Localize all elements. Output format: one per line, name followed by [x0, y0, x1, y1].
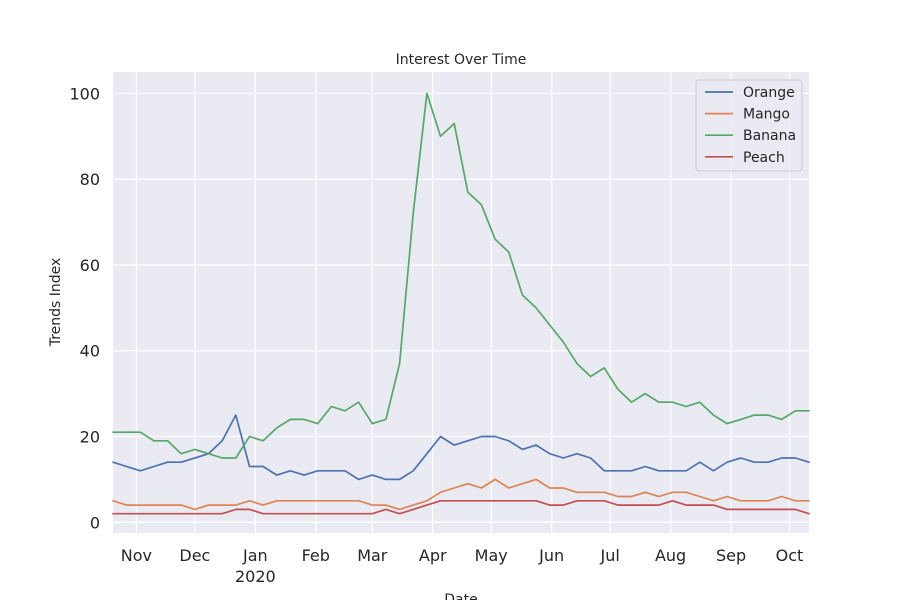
- series-line-orange: [112, 414, 810, 481]
- y-axis-label: Trends Index: [48, 258, 64, 348]
- series-line-peach: [112, 499, 810, 515]
- legend-label: Banana: [743, 128, 796, 144]
- x-tick-label: Oct: [776, 546, 804, 565]
- x-tick-sublabel: 2020: [235, 567, 276, 586]
- chart-title: Interest Over Time: [396, 52, 527, 68]
- x-tick-label: Apr: [419, 546, 447, 565]
- y-tick-label: 60: [80, 256, 100, 275]
- x-axis-label: Date: [444, 592, 477, 600]
- x-tick-label: Jun: [538, 546, 564, 565]
- series-line-mango: [112, 478, 810, 511]
- y-tick-label: 80: [80, 170, 100, 189]
- gridlines: [113, 72, 809, 533]
- x-tick-label: Feb: [302, 546, 330, 565]
- y-tick-labels: 0 20 40 60 80 100: [69, 84, 100, 532]
- legend-box: [695, 79, 803, 172]
- x-tick-label: Dec: [179, 546, 210, 565]
- legend-label: Peach: [743, 150, 785, 166]
- x-tick-label: Mar: [357, 546, 388, 565]
- y-tick-label: 20: [80, 428, 100, 447]
- y-tick-label: 0: [90, 513, 100, 532]
- x-tick-label: May: [475, 546, 508, 565]
- x-tick-label: Aug: [655, 546, 686, 565]
- x-tick-label: Sep: [716, 546, 746, 565]
- x-tick-labels: Nov Dec Jan 2020 Feb Mar Apr May Jun Jul Aug Sep Oct: [121, 546, 804, 586]
- series-lines: [112, 92, 810, 515]
- legend-label: Orange: [743, 85, 795, 101]
- x-tick-label: Jul: [599, 546, 619, 565]
- x-tick-label: Jan: [242, 546, 268, 565]
- legend-label: Mango: [743, 107, 790, 123]
- series-line-banana: [112, 92, 810, 459]
- y-tick-label: 40: [80, 342, 100, 361]
- plot-area: [113, 72, 809, 533]
- legend: Orange Mango Banana Peach: [695, 79, 803, 172]
- x-tick-label: Nov: [121, 546, 152, 565]
- y-tick-label: 100: [69, 84, 100, 103]
